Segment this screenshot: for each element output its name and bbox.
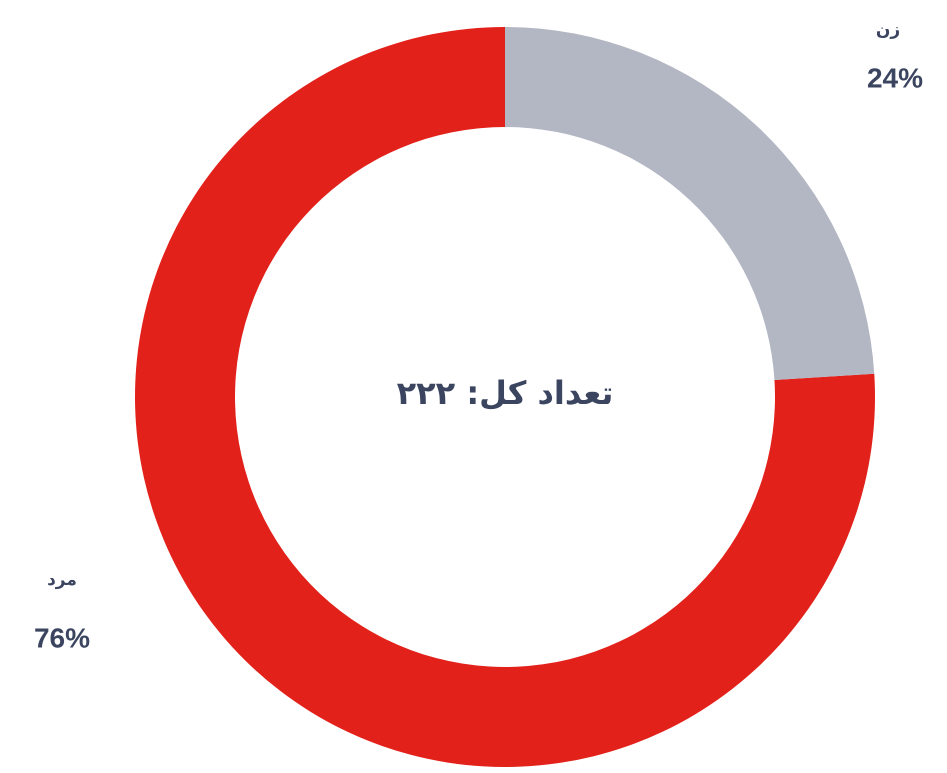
category-label: مرد [47, 570, 77, 590]
category-label: زن [876, 20, 900, 40]
value-label: 76% [34, 622, 90, 653]
center-text: تعداد کل: ۲۲۲ [397, 374, 614, 412]
value-label: 24% [867, 62, 923, 93]
donut-segment [505, 27, 875, 381]
